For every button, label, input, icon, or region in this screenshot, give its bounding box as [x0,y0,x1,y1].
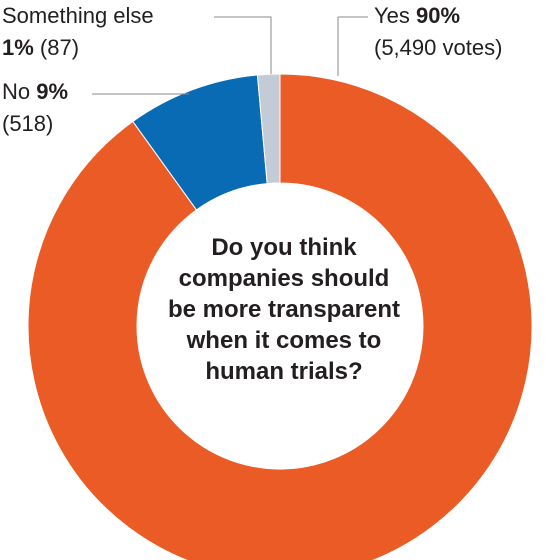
label-no-votes: (518) [2,111,54,136]
label-yes-values: (5,490 votes) [374,34,502,62]
title-line-5: human trials? [205,358,363,385]
label-something-else: Something else [2,2,154,30]
label-yes-percent: 90% [416,3,461,28]
slice-yes [27,73,533,560]
title-line-3: be more transparent [167,296,401,323]
leader-line-something-else [214,16,272,74]
title-line-2: companies should [178,265,390,292]
label-yes-votes: (5,490 votes) [374,35,503,60]
title-line-4: when it comes to [186,327,382,354]
label-yes-name: Yes [374,3,410,28]
label-no-values: (518) [2,110,53,138]
chart-title: Do you think companies should be more tr… [150,232,418,387]
donut-slices [27,73,533,560]
label-no: No 9% [2,78,68,106]
label-something-else-name: Something else [2,3,154,28]
label-something-else-votes: (87) [39,35,80,60]
title-line-1: Do you think [211,234,357,261]
label-yes: Yes 90% [374,2,460,30]
leader-lines [92,16,368,95]
label-no-percent: 9% [36,79,69,104]
label-no-name: No [2,79,31,104]
slice-something-else [256,73,281,185]
label-something-else-values: 1% (87) [2,34,79,62]
label-something-else-percent: 1% [2,35,34,60]
